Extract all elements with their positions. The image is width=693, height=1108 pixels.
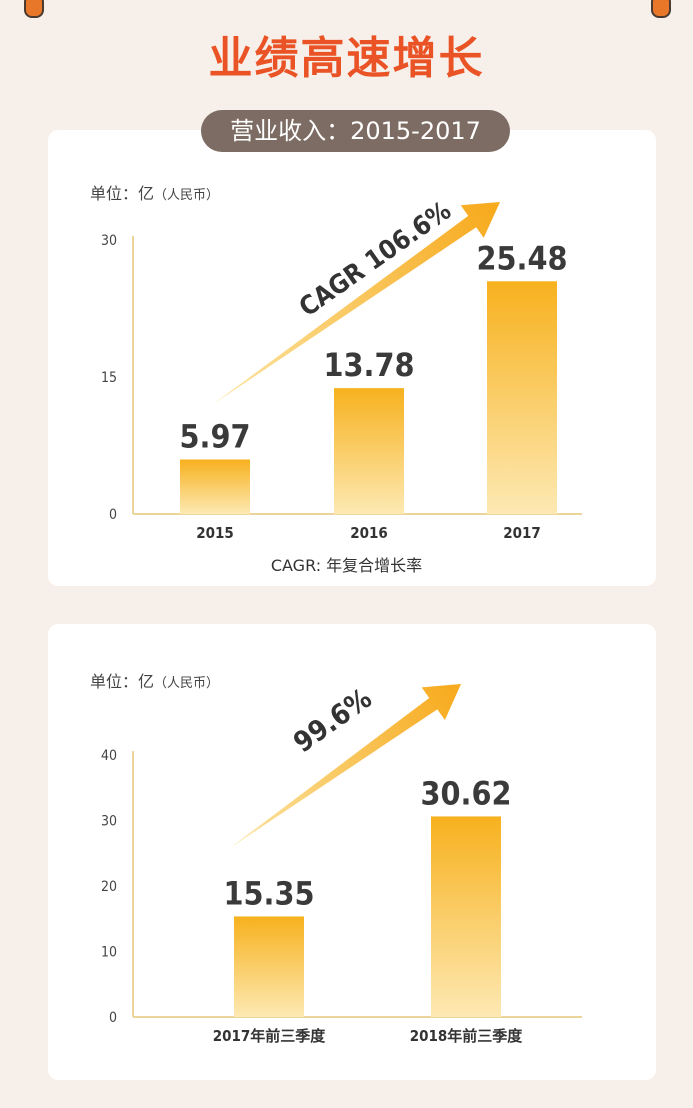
unit-sub-1: （人民币） [154,188,220,203]
unit-text-1: 单位：亿 [90,184,155,203]
subtitle-pill: 营业收入：2015-2017 [201,110,510,152]
unit-text-2: 单位：亿 [90,672,155,691]
unit-label-1: 单位：亿（人民币） [90,180,219,204]
unit-sub-2: （人民币） [154,676,220,691]
pin-left [24,0,44,18]
unit-label-2: 单位：亿（人民币） [90,668,219,692]
chart-card-2 [48,624,656,1080]
cagr-note: CAGR: 年复合增长率 [270,556,423,575]
page-title: 业绩高速增长 [208,33,485,84]
pin-right [651,0,671,18]
